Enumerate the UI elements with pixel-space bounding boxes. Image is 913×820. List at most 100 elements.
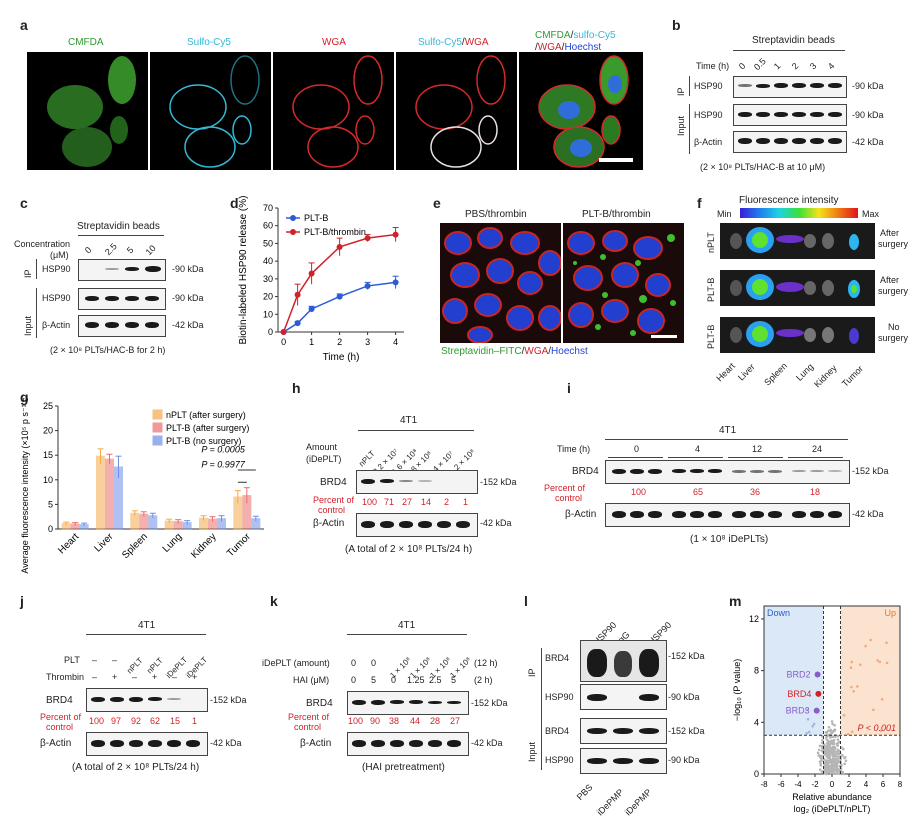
g-ytick-label: 15 <box>43 450 53 460</box>
f-min: Min <box>717 209 732 219</box>
m-point <box>833 759 836 762</box>
panel-e-letter: e <box>433 195 441 211</box>
m-point <box>844 759 848 762</box>
panel-m-letter: m <box>729 593 742 609</box>
m-point <box>818 744 822 748</box>
m-point <box>832 755 835 758</box>
d-point <box>294 320 301 327</box>
m-point <box>818 760 822 763</box>
h-blot-actin <box>356 513 478 537</box>
m-point <box>835 742 839 746</box>
m-point-up <box>879 729 883 733</box>
d-series-line <box>282 233 396 333</box>
b-ip-label: IP <box>676 87 686 96</box>
k-blot-brd4 <box>347 691 469 715</box>
m-point <box>835 761 839 764</box>
m-point <box>825 761 828 765</box>
d-ytick-label: 70 <box>263 203 273 213</box>
m-threshold-label: P < 0.001 <box>858 723 896 733</box>
g-ytick-label: 10 <box>43 475 53 485</box>
l-blot-input-hsp90 <box>580 748 667 774</box>
a-title-cmfda: CMFDA <box>68 37 104 48</box>
m-point <box>833 772 837 775</box>
g-xtick-label: Tumor <box>225 531 253 559</box>
m-xtick-label: -2 <box>811 780 819 789</box>
m-ylabel: −log₁₀ (P value) <box>732 659 742 721</box>
b-time-label: Time (h) <box>696 61 730 71</box>
m-point <box>838 768 842 772</box>
f-colorbar <box>740 208 858 218</box>
a-title-wga: WGA <box>322 37 346 48</box>
m-point <box>828 770 831 774</box>
m-point-up <box>880 697 884 701</box>
m-point <box>841 770 844 774</box>
d-ytick-label: 60 <box>263 221 273 231</box>
m-point-up <box>842 714 846 717</box>
m-point <box>827 740 831 744</box>
g-bar <box>96 455 105 530</box>
g-legend-swatch <box>152 422 163 433</box>
panel-f-letter: f <box>697 195 702 211</box>
panel-c-letter: c <box>20 195 28 211</box>
d-ytick-label: 40 <box>263 256 273 266</box>
m-point <box>817 754 820 757</box>
m-point <box>826 767 830 771</box>
m-point <box>821 738 824 742</box>
m-point <box>836 772 839 775</box>
m-region-down <box>764 606 824 736</box>
g-legend-label: PLT-B (after surgery) <box>166 423 249 433</box>
m-point <box>829 728 833 732</box>
g-legend-label: nPLT (after surgery) <box>166 410 246 420</box>
m-point <box>830 769 833 772</box>
m-point <box>817 748 821 752</box>
m-point <box>835 768 839 771</box>
m-xtick-label: -4 <box>794 780 802 789</box>
m-point <box>831 722 834 726</box>
m-point <box>821 741 824 745</box>
g-xtick-label: Spleen <box>120 531 150 561</box>
m-point <box>827 743 831 747</box>
m-point <box>829 767 833 770</box>
m-point-up <box>885 661 889 665</box>
m-point <box>825 738 828 741</box>
m-point <box>826 729 830 733</box>
b-blot-ip-hsp90 <box>733 76 847 98</box>
m-point <box>830 720 834 723</box>
d-xtick-label: 2 <box>337 337 342 347</box>
m-point-down <box>805 731 809 735</box>
m-point <box>827 751 830 754</box>
f-image-row2 <box>720 270 875 306</box>
m-point-up <box>850 660 854 664</box>
m-point <box>837 752 841 756</box>
d-ytick-label: 10 <box>263 309 273 319</box>
e-title-pltb: PLT-B/thrombin <box>582 209 651 220</box>
d-legend-marker <box>290 215 296 221</box>
g-xtick-label: Kidney <box>189 531 218 560</box>
m-point <box>829 746 833 750</box>
e-caption: Streptavidin–FITC/WGA/Hoechst <box>441 346 588 357</box>
m-xlabel-line2: log₂ (iDePLT/nPLT) <box>794 804 871 814</box>
m-point <box>824 731 828 734</box>
m-ytick-label: 0 <box>754 769 759 779</box>
g-bar <box>105 458 114 530</box>
m-highlight-label: BRD3 <box>786 706 810 716</box>
panel-d-letter: d <box>230 195 239 211</box>
m-point <box>824 766 827 770</box>
m-point <box>830 739 833 742</box>
chart-d: 0 10 20 30 40 50 60 70 0 1 2 3 4 Time (h) Biotin-label… <box>238 196 404 363</box>
e-scale-bar <box>651 335 677 338</box>
panel-g-letter: g <box>20 389 29 405</box>
g-legend-label: PLT-B (no surgery) <box>166 436 241 446</box>
m-point-down <box>807 730 811 734</box>
d-xtick-label: 4 <box>393 337 398 347</box>
m-point-up <box>849 666 853 670</box>
j-blot-brd4 <box>86 688 208 712</box>
m-point <box>823 769 827 773</box>
chart-m: BRD2 BRD4 BRD3 Down Up P < 0.001 0 4 8 12 -8 -6 -4 -2… <box>732 605 903 814</box>
m-point <box>836 734 840 738</box>
m-point-up <box>850 730 854 734</box>
m-point-down <box>805 708 808 712</box>
m-point <box>831 730 835 734</box>
g-xtick-label: Lung <box>161 531 185 555</box>
